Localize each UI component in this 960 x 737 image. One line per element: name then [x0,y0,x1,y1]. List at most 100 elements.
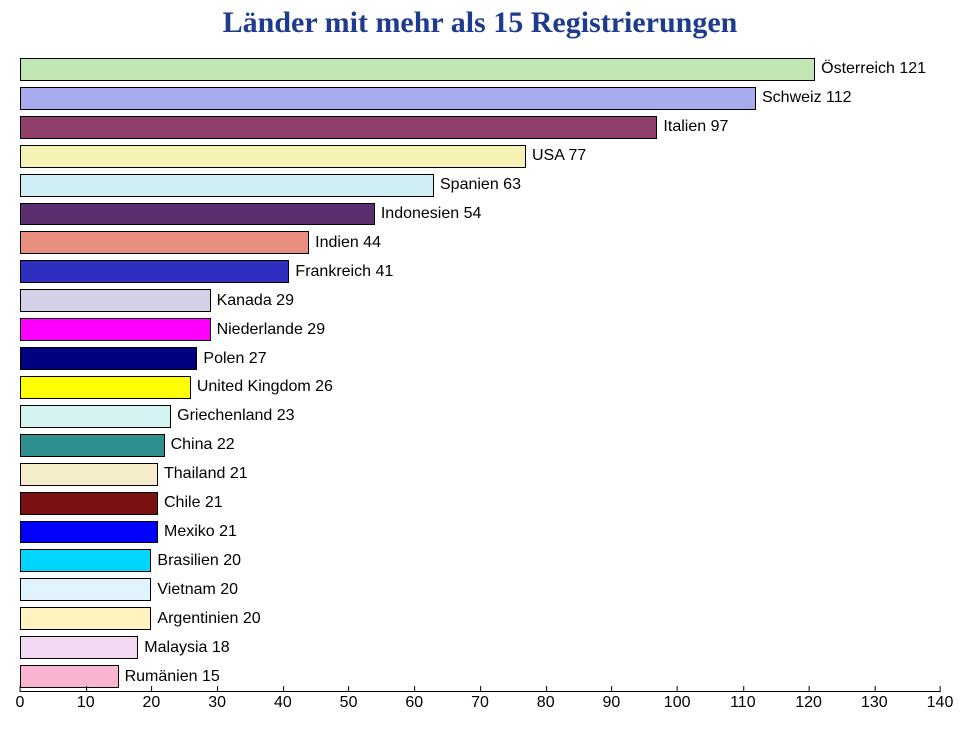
bar-label: Thailand 21 [164,465,248,483]
page-title: Länder mit mehr als 15 Registrierungen [0,0,960,40]
bar-row: Schweiz 112 [20,84,940,113]
tick-label: 100 [664,692,691,712]
bar-row: Frankreich 41 [20,257,940,286]
bar-label: Italien 97 [663,118,728,136]
bar-label: China 22 [171,436,235,454]
bar-label: Indonesien 54 [381,205,482,223]
bar [20,145,526,168]
bar-label: USA 77 [532,147,586,165]
bar-label: Argentinien 20 [157,610,260,628]
tick-label: 50 [340,692,358,712]
x-tick: 100 [664,692,691,712]
bar-row: Argentinien 20 [20,604,940,633]
bar-label: Chile 21 [164,494,223,512]
bar-row: Chile 21 [20,489,940,518]
bar-label: Polen 27 [203,350,266,368]
bar [20,260,289,283]
tick-label: 40 [274,692,292,712]
bar-label: Kanada 29 [217,292,294,310]
tick-mark [151,686,152,692]
bar-row: China 22 [20,431,940,460]
bar [20,87,756,110]
bar [20,578,151,601]
x-tick: 90 [603,692,621,712]
tick-mark [874,686,875,692]
bar [20,607,151,630]
x-tick: 140 [927,692,954,712]
bar-row: Polen 27 [20,344,940,373]
tick-label: 110 [730,692,756,712]
tick-mark [677,686,678,692]
plot-area: Österreich 121 Schweiz 112 Italien 97 USA 7… [20,55,940,692]
bar-label: Vietnam 20 [157,581,238,599]
bar [20,434,165,457]
tick-label: 10 [77,692,95,712]
bar [20,203,375,226]
x-tick: 10 [77,692,95,712]
bar [20,289,211,312]
tick-mark [86,686,87,692]
bar-label: Niederlande 29 [217,321,326,339]
bar [20,405,171,428]
tick-mark [546,686,547,692]
bar [20,665,119,688]
bar-label: Rumänien 15 [125,668,220,686]
bar-label: Griechenland 23 [177,407,294,425]
bar [20,116,657,139]
bar [20,549,151,572]
bar-label: Spanien 63 [440,176,521,194]
bar-row: Brasilien 20 [20,546,940,575]
bar-label: Indien 44 [315,234,381,252]
tick-mark [480,686,481,692]
tick-label: 60 [405,692,423,712]
bar-row: Vietnam 20 [20,575,940,604]
bar-row: Mexiko 21 [20,518,940,547]
bar [20,318,211,341]
bar [20,376,191,399]
tick-label: 120 [795,692,822,712]
bar [20,174,434,197]
bar [20,58,815,81]
bar-row: Niederlande 29 [20,315,940,344]
bar-row: United Kingdom 26 [20,373,940,402]
tick-label: 140 [927,692,954,712]
tick-mark [809,686,810,692]
bar [20,492,158,515]
x-tick: 130 [861,692,888,712]
bar-row: Italien 97 [20,113,940,142]
tick-label: 80 [537,692,555,712]
x-tick: 20 [143,692,161,712]
tick-mark [20,686,21,692]
bar-row: Malaysia 18 [20,633,940,662]
bar-label: Österreich 121 [821,60,926,78]
bar [20,231,309,254]
tick-label: 0 [16,692,25,712]
tick-label: 90 [603,692,621,712]
bar-row: Spanien 63 [20,171,940,200]
x-tick: 60 [405,692,423,712]
bar-label: Brasilien 20 [157,552,241,570]
bar [20,463,158,486]
x-tick: 40 [274,692,292,712]
bar [20,636,138,659]
bar-label: Schweiz 112 [762,89,852,107]
tick-mark [611,686,612,692]
bar-label: Malaysia 18 [144,639,229,657]
bar-label: United Kingdom 26 [197,378,333,396]
tick-mark [414,686,415,692]
bar-label: Frankreich 41 [295,263,393,281]
x-axis: 0102030405060708090100110120130140 [20,692,940,717]
bar-row: Kanada 29 [20,286,940,315]
tick-label: 30 [208,692,226,712]
bar [20,521,158,544]
bar-row: USA 77 [20,142,940,171]
tick-mark [217,686,218,692]
tick-label: 20 [143,692,161,712]
bar-row: Österreich 121 [20,55,940,84]
tick-mark [283,686,284,692]
bar-label: Mexiko 21 [164,523,237,541]
bar-row: Griechenland 23 [20,402,940,431]
bar-row: Indien 44 [20,228,940,257]
x-tick: 120 [795,692,822,712]
x-tick: 80 [537,692,555,712]
